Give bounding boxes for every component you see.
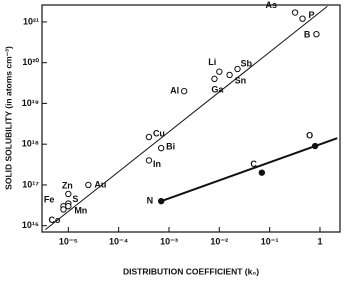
point-label: Ga xyxy=(211,84,224,94)
y-tick-label: 10¹⁸ xyxy=(22,139,39,149)
point-label: Au xyxy=(94,179,106,189)
point-label: Co xyxy=(48,215,60,225)
point-label: P xyxy=(309,10,315,20)
fit-line xyxy=(160,137,338,203)
point xyxy=(258,169,266,176)
point-label: Li xyxy=(208,57,216,67)
point xyxy=(157,144,165,152)
point xyxy=(65,190,72,198)
point-label: Sb xyxy=(241,58,253,68)
point-label: Cu xyxy=(153,128,165,138)
y-tick-label: 10²¹ xyxy=(23,16,39,26)
x-tick-label: 10⁻⁵ xyxy=(59,236,78,246)
point xyxy=(211,75,218,83)
point-label: In xyxy=(153,159,161,169)
point xyxy=(299,15,306,22)
point xyxy=(226,71,233,79)
y-tick-label: 10¹⁶ xyxy=(22,220,39,230)
point xyxy=(180,87,188,95)
point-label: O xyxy=(306,130,313,140)
x-axis-title: DISTRIBUTION COEFFICIENT (k₀) xyxy=(123,266,259,276)
point xyxy=(60,206,67,213)
point-label: Sn xyxy=(235,75,247,85)
point-label: Fe xyxy=(44,195,55,205)
plot-frame xyxy=(41,4,341,233)
point-label: Mn xyxy=(74,206,87,216)
point-label: N xyxy=(147,196,154,206)
x-tick-label: 10⁻⁴ xyxy=(109,236,128,246)
point xyxy=(157,197,165,205)
y-tick-label: 10¹⁹ xyxy=(22,98,39,108)
point-label: Bi xyxy=(166,142,175,152)
point-label: S xyxy=(72,194,78,204)
y-tick-label: 10¹⁷ xyxy=(22,179,39,189)
point-label: Al xyxy=(170,86,179,96)
x-tick-label: 10⁻¹ xyxy=(261,236,279,246)
point xyxy=(65,203,72,210)
y-axis-title: SOLID SOLUBILITY (in atoms cm⁻³) xyxy=(3,46,13,190)
point xyxy=(313,30,320,38)
point xyxy=(145,133,153,141)
point xyxy=(234,65,241,73)
point-label: As xyxy=(266,0,278,10)
point xyxy=(291,9,299,16)
point xyxy=(145,157,153,164)
y-tick-label: 10²⁰ xyxy=(22,57,39,67)
point xyxy=(85,181,92,189)
fit-line xyxy=(45,6,328,231)
point xyxy=(311,142,319,150)
point-label: B xyxy=(304,30,311,40)
x-tick-label: 10⁻³ xyxy=(160,236,178,246)
point xyxy=(216,68,223,75)
point-label: C xyxy=(250,159,257,169)
point-label: Zn xyxy=(62,180,73,190)
x-tick-label: 1 xyxy=(317,236,322,246)
x-tick-label: 10⁻² xyxy=(210,236,228,246)
